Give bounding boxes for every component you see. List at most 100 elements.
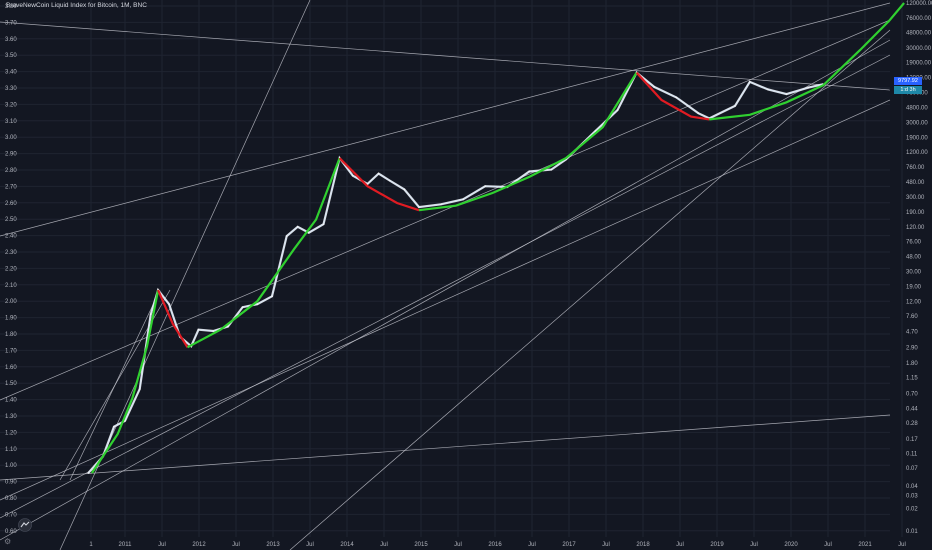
trend-line	[0, 39, 891, 541]
left-tick-label: 2.30	[5, 250, 17, 256]
price-point	[734, 105, 736, 107]
left-tick-label: 2.70	[5, 184, 17, 190]
price-point	[388, 179, 391, 182]
left-tick-label: 2.20	[5, 266, 17, 272]
price-point	[594, 130, 597, 132]
trend-line	[0, 19, 891, 401]
left-tick-label: 2.60	[5, 201, 17, 207]
gear-icon[interactable]: ⚙	[4, 537, 12, 546]
x-tick-label: 2016	[488, 542, 502, 548]
left-tick-label: 1.10	[5, 447, 17, 453]
bear-curve	[338, 157, 420, 212]
price-point	[697, 112, 700, 114]
right-tick-label: 30.00	[906, 270, 922, 276]
left-tick-label: 1.80	[5, 332, 17, 338]
x-tick-label: 2011	[119, 542, 133, 548]
left-tick-label: 0.80	[5, 496, 17, 502]
left-tick-label: 1.90	[5, 316, 17, 322]
x-tick-label: Jul	[528, 542, 536, 548]
right-tick-label: 190.00	[906, 210, 925, 216]
left-tick-label: 1.70	[5, 348, 17, 354]
price-point	[285, 235, 288, 237]
price-point	[528, 170, 531, 173]
left-tick-label: 3.50	[5, 53, 17, 59]
price-point	[550, 168, 553, 171]
left-tick-label: 2.10	[5, 283, 17, 289]
right-tick-label: 0.01	[906, 529, 918, 535]
left-tick-label: 3.10	[5, 119, 17, 125]
left-tick-label: 2.50	[5, 217, 17, 223]
left-tick-label: 2.90	[5, 152, 17, 158]
right-tick-label: 760.00	[906, 165, 925, 171]
right-tick-label: 0.02	[906, 507, 918, 513]
right-tick-label: 1200.00	[906, 150, 928, 156]
x-tick-label: Jul	[898, 542, 906, 548]
price-point	[149, 313, 152, 316]
price-point	[462, 198, 464, 201]
price-point	[256, 303, 259, 306]
right-tick-label: 48.00	[906, 254, 922, 260]
bull-curve	[709, 2, 905, 121]
right-tick-label: 12.00	[906, 299, 922, 305]
x-tick-label: 2017	[562, 542, 576, 548]
right-tick-label: 0.03	[906, 493, 918, 499]
price-point	[377, 172, 380, 175]
tradingview-logo-icon[interactable]	[18, 518, 32, 532]
price-point	[403, 188, 406, 191]
chart-title: BraveNewCoin Liquid Index for Bitcoin, 1…	[6, 2, 147, 9]
trend-lines	[0, 0, 891, 550]
left-tick-label: 1.40	[5, 398, 17, 404]
left-tick-label: 1.50	[5, 381, 17, 387]
left-tick-label: 0.90	[5, 480, 17, 486]
current-price-tag: 9797.92	[894, 77, 922, 85]
left-tick-label: 3.40	[5, 70, 17, 76]
bear-curve	[635, 71, 710, 121]
price-point	[352, 174, 354, 177]
right-tick-label: 0.07	[906, 466, 918, 472]
right-tick-label: 120000.00	[906, 1, 932, 7]
trend-line	[0, 54, 891, 519]
trend-line	[0, 21, 891, 91]
grid	[0, 0, 903, 537]
price-point	[296, 226, 299, 228]
price-point	[168, 303, 170, 306]
x-tick-label: Jul	[824, 542, 832, 548]
price-point	[807, 86, 810, 89]
right-tick-label: 48000.00	[906, 31, 932, 37]
right-tick-label: 7.60	[906, 314, 918, 320]
right-tick-label: 4.70	[906, 330, 918, 336]
right-tick-label: 3000.00	[906, 120, 928, 126]
left-tick-label: 1.30	[5, 414, 17, 420]
x-tick-label: Jul	[306, 542, 314, 548]
price-point	[440, 203, 442, 206]
price-point	[113, 425, 115, 428]
right-tick-label: 19000.00	[906, 61, 932, 67]
left-tick-label: 3.80	[5, 4, 17, 10]
x-tick-label: 1	[89, 542, 93, 548]
bull-curve	[90, 289, 160, 474]
x-tick-label: Jul	[380, 542, 388, 548]
price-point	[785, 93, 788, 95]
left-tick-label: 3.70	[5, 20, 17, 26]
price-point	[241, 306, 244, 309]
x-tick-label: Jul	[602, 542, 610, 548]
price-point	[418, 206, 420, 208]
x-tick-label: 2014	[340, 542, 354, 548]
left-tick-label: 0.70	[5, 512, 17, 518]
right-tick-label: 0.70	[906, 391, 918, 397]
left-tick-label: 2.00	[5, 299, 17, 305]
trend-line	[0, 2, 891, 237]
x-tick-label: Jul	[454, 542, 462, 548]
left-tick-label: 1.00	[5, 463, 17, 469]
right-tick-label: 76000.00	[906, 16, 932, 22]
price-point	[484, 185, 487, 187]
price-point	[271, 295, 273, 298]
left-tick-label: 3.30	[5, 86, 17, 92]
right-tick-label: 30000.00	[906, 46, 932, 52]
x-tick-label: 2019	[710, 542, 724, 548]
price-point	[767, 88, 769, 91]
price-point	[308, 231, 310, 234]
price-point	[87, 472, 90, 474]
bear-curve	[157, 289, 189, 348]
